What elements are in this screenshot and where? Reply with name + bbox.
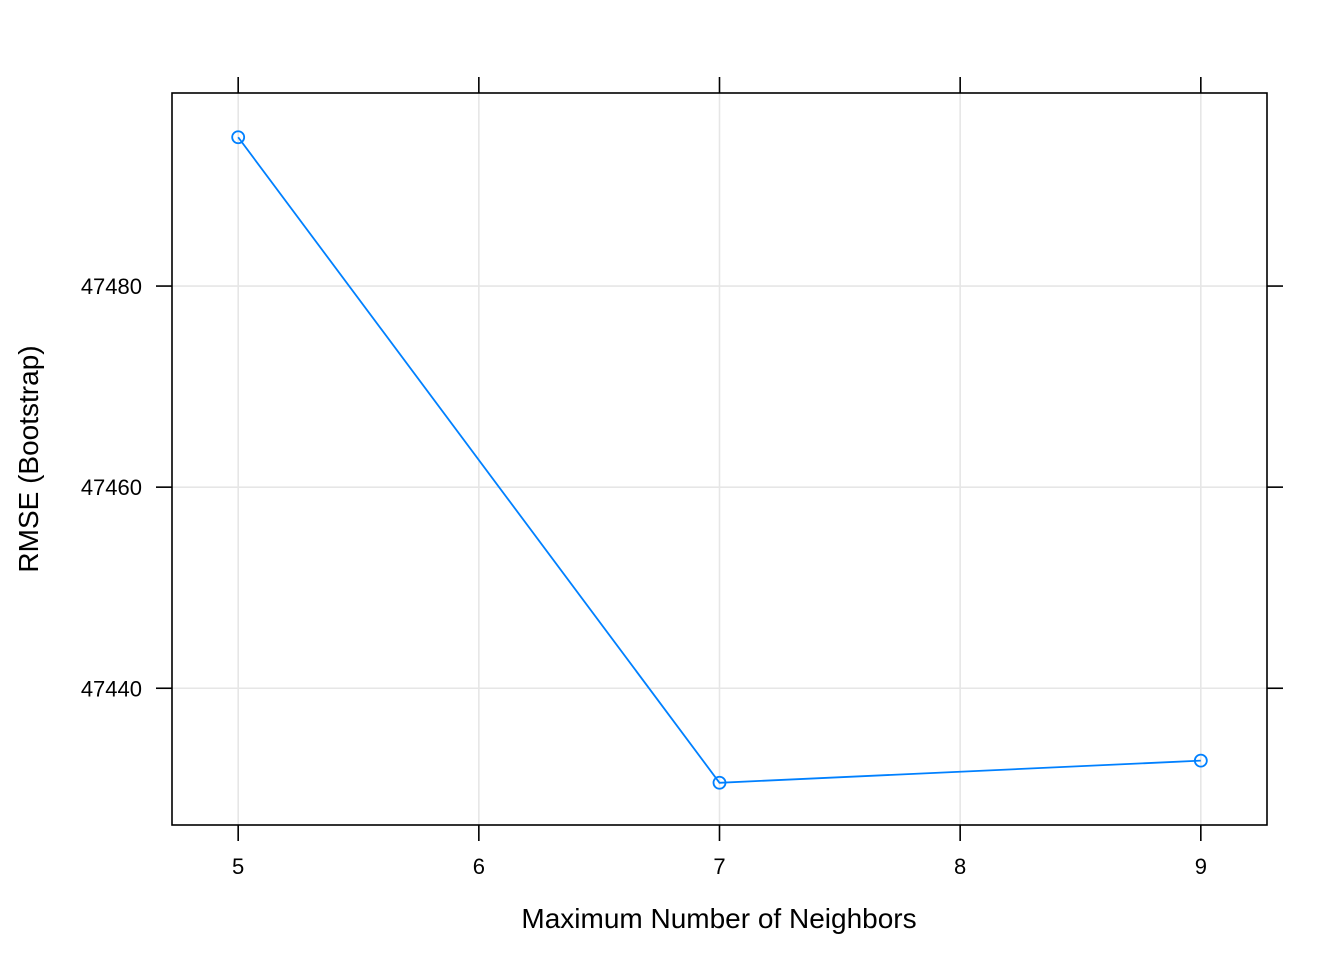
y-tick-label: 47480 bbox=[81, 274, 142, 299]
y-tick-label: 47460 bbox=[81, 475, 142, 500]
axis-ticks: 5 6 7 8 9 47440 47460 47480 bbox=[81, 77, 1283, 879]
x-tick-label: 6 bbox=[473, 854, 485, 879]
x-tick-label: 8 bbox=[954, 854, 966, 879]
grid-lines bbox=[172, 93, 1267, 825]
x-tick-label: 5 bbox=[232, 854, 244, 879]
y-axis-title: RMSE (Bootstrap) bbox=[13, 345, 44, 572]
x-tick-label: 9 bbox=[1195, 854, 1207, 879]
x-tick-label: 7 bbox=[713, 854, 725, 879]
y-tick-label: 47440 bbox=[81, 676, 142, 701]
x-axis-title: Maximum Number of Neighbors bbox=[521, 903, 916, 934]
